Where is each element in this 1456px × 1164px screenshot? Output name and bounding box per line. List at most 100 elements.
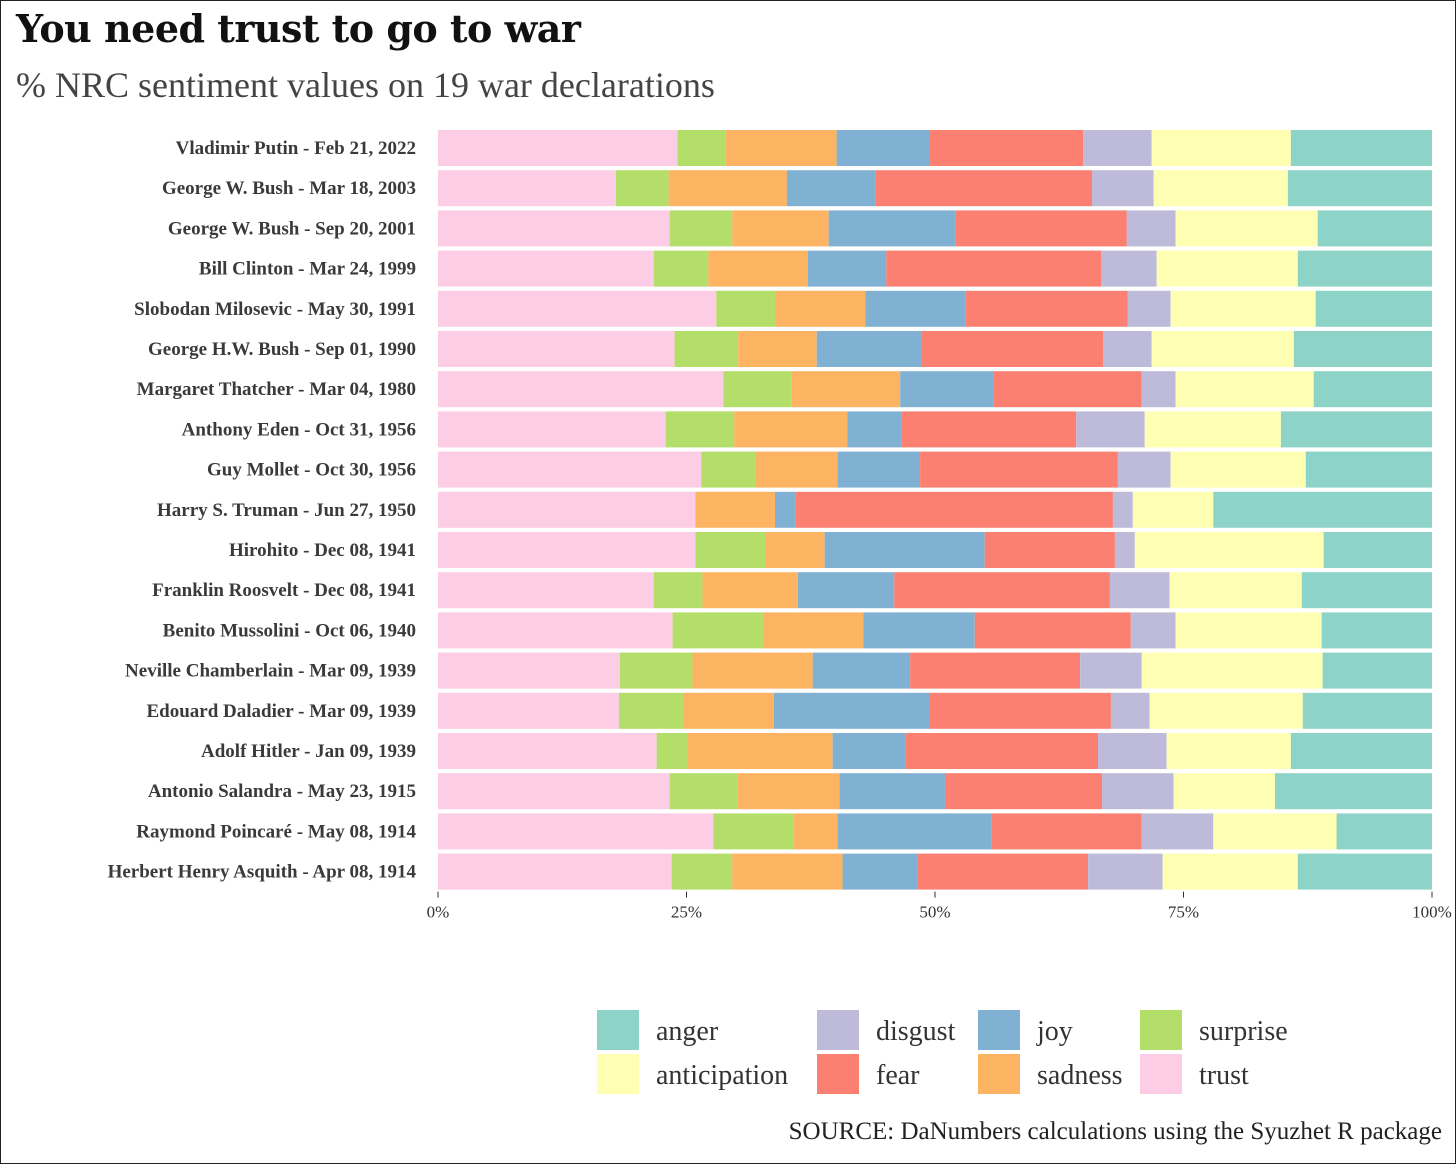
- bar-segment-trust-raymond-poincar-may-08-1914: [438, 813, 714, 850]
- bar-segment-trust-franklin-roosvelt-dec-08-1941: [438, 572, 654, 609]
- legend-swatch-disgust: [817, 1010, 859, 1050]
- bar-segment-surprise-slobodan-milosevic-may-30-1991: [716, 290, 775, 327]
- bar-segment-trust-margaret-thatcher-mar-04-1980: [438, 371, 724, 408]
- bar-segment-anticipation-slobodan-milosevic-may-30-1991: [1170, 290, 1316, 327]
- bar-segment-joy-harry-s-truman-jun-27-1950: [774, 491, 796, 528]
- y-tick-label: Bill Clinton - Mar 24, 1999: [199, 259, 416, 280]
- bar-segment-anger-franklin-roosvelt-dec-08-1941: [1301, 572, 1432, 609]
- legend-swatch-fear: [817, 1054, 859, 1094]
- bar-segment-anticipation-bill-clinton-mar-24-1999: [1156, 250, 1298, 287]
- bar-segment-surprise-edouard-daladier-mar-09-1939: [618, 692, 684, 729]
- bar-segment-joy-george-w-bush-sep-20-2001: [828, 210, 956, 247]
- bar-segment-sadness-benito-mussolini-oct-06-1940: [763, 612, 864, 649]
- bar-segment-fear-benito-mussolini-oct-06-1940: [974, 612, 1131, 649]
- bar-segment-anticipation-george-w-bush-mar-18-2003: [1153, 170, 1288, 207]
- bar-segment-fear-vladimir-putin-feb-21-2022: [930, 130, 1084, 166]
- bar-segment-sadness-bill-clinton-mar-24-1999: [708, 250, 808, 287]
- bar-segment-joy-edouard-daladier-mar-09-1939: [773, 692, 931, 729]
- y-tick-label: Anthony Eden - Oct 31, 1956: [182, 419, 416, 440]
- bar-segment-sadness-guy-mollet-oct-30-1956: [755, 451, 838, 488]
- bar-segment-disgust-antonio-salandra-may-23-1915: [1101, 773, 1174, 810]
- bar-segment-disgust-herbert-henry-asquith-apr-08-1914: [1088, 853, 1163, 890]
- bar-segment-anticipation-benito-mussolini-oct-06-1940: [1175, 612, 1322, 649]
- bar-segment-joy-george-w-bush-mar-18-2003: [786, 170, 876, 207]
- bar-segment-fear-hirohito-dec-08-1941: [984, 532, 1115, 568]
- bar-segment-sadness-harry-s-truman-jun-27-1950: [695, 491, 775, 528]
- bar-segment-disgust-harry-s-truman-jun-27-1950: [1112, 491, 1133, 528]
- bar-segment-sadness-hirohito-dec-08-1941: [766, 532, 825, 568]
- bar-segment-sadness-margaret-thatcher-mar-04-1980: [791, 371, 901, 408]
- y-tick-label: Franklin Roosvelt - Dec 08, 1941: [152, 580, 416, 601]
- legend-label-sadness: sadness: [1037, 1060, 1123, 1091]
- bar-segment-joy-margaret-thatcher-mar-04-1980: [900, 371, 994, 408]
- bar-segment-fear-george-h-w-bush-sep-01-1990: [921, 331, 1103, 367]
- bar-segment-anticipation-adolf-hitler-jan-09-1939: [1166, 733, 1291, 769]
- bar-segment-trust-benito-mussolini-oct-06-1940: [438, 612, 673, 649]
- bar-segment-disgust-bill-clinton-mar-24-1999: [1101, 250, 1157, 287]
- bar-segment-trust-adolf-hitler-jan-09-1939: [438, 733, 657, 769]
- bars-group: [438, 130, 1432, 890]
- x-tick-label: 100%: [1412, 903, 1452, 922]
- bar-segment-anger-margaret-thatcher-mar-04-1980: [1313, 371, 1432, 408]
- bar-segment-fear-edouard-daladier-mar-09-1939: [930, 692, 1111, 729]
- bar-segment-anger-harry-s-truman-jun-27-1950: [1213, 491, 1432, 528]
- bar-segment-sadness-neville-chamberlain-mar-09-1939: [692, 652, 813, 689]
- bar-segment-anticipation-edouard-daladier-mar-09-1939: [1149, 692, 1303, 729]
- y-tick-label: Harry S. Truman - Jun 27, 1950: [157, 500, 416, 521]
- legend-label-anger: anger: [656, 1016, 719, 1047]
- bar-segment-surprise-adolf-hitler-jan-09-1939: [656, 733, 688, 769]
- bar-segment-trust-herbert-henry-asquith-apr-08-1914: [438, 853, 672, 890]
- bar-segment-anticipation-george-h-w-bush-sep-01-1990: [1151, 331, 1294, 367]
- legend-swatch-joy: [978, 1010, 1020, 1050]
- x-tick-label: 75%: [1168, 903, 1199, 922]
- bar-segment-anger-antonio-salandra-may-23-1915: [1274, 773, 1432, 810]
- bar-segment-sadness-george-h-w-bush-sep-01-1990: [738, 331, 817, 367]
- y-tick-label: George W. Bush - Mar 18, 2003: [162, 178, 416, 199]
- bar-segment-surprise-guy-mollet-oct-30-1956: [701, 451, 756, 488]
- bar-segment-anticipation-neville-chamberlain-mar-09-1939: [1141, 652, 1323, 689]
- y-tick-label: Benito Mussolini - Oct 06, 1940: [163, 620, 416, 641]
- y-tick-label: Edouard Daladier - Mar 09, 1939: [146, 701, 416, 722]
- bar-segment-joy-herbert-henry-asquith-apr-08-1914: [842, 853, 918, 890]
- bar-segment-fear-harry-s-truman-jun-27-1950: [795, 491, 1113, 528]
- bar-segment-surprise-george-w-bush-sep-20-2001: [669, 210, 733, 247]
- legend-label-surprise: surprise: [1199, 1016, 1288, 1047]
- bar-segment-joy-franklin-roosvelt-dec-08-1941: [797, 572, 895, 609]
- bar-segment-joy-raymond-poincar-may-08-1914: [837, 813, 992, 850]
- legend-swatch-trust: [1140, 1054, 1182, 1094]
- legend-label-anticipation: anticipation: [656, 1060, 788, 1091]
- bar-segment-disgust-benito-mussolini-oct-06-1940: [1130, 612, 1176, 649]
- bar-segment-anger-vladimir-putin-feb-21-2022: [1290, 130, 1432, 166]
- y-tick-label: Vladimir Putin - Feb 21, 2022: [176, 138, 416, 159]
- bar-segment-trust-hirohito-dec-08-1941: [438, 532, 696, 568]
- x-tick-label: 25%: [671, 903, 702, 922]
- bar-segment-surprise-hirohito-dec-08-1941: [695, 532, 767, 568]
- bar-segment-surprise-raymond-poincar-may-08-1914: [713, 813, 794, 850]
- bar-segment-fear-raymond-poincar-may-08-1914: [991, 813, 1142, 850]
- bar-segment-fear-franklin-roosvelt-dec-08-1941: [894, 572, 1110, 609]
- bar-segment-anticipation-george-w-bush-sep-20-2001: [1175, 210, 1318, 247]
- bar-segment-anticipation-hirohito-dec-08-1941: [1134, 532, 1324, 568]
- bar-segment-joy-bill-clinton-mar-24-1999: [807, 250, 887, 287]
- bar-segment-joy-george-h-w-bush-sep-01-1990: [816, 331, 922, 367]
- bar-segment-sadness-raymond-poincar-may-08-1914: [793, 813, 838, 850]
- bar-segment-anger-hirohito-dec-08-1941: [1323, 532, 1432, 568]
- bar-segment-anger-herbert-henry-asquith-apr-08-1914: [1297, 853, 1432, 890]
- y-tick-label: Neville Chamberlain - Mar 09, 1939: [125, 661, 416, 682]
- bar-segment-fear-slobodan-milosevic-may-30-1991: [965, 290, 1128, 327]
- bar-segment-disgust-anthony-eden-oct-31-1956: [1076, 411, 1145, 448]
- bar-segment-anger-george-w-bush-sep-20-2001: [1317, 210, 1432, 247]
- bar-segment-surprise-bill-clinton-mar-24-1999: [653, 250, 709, 287]
- bar-segment-anticipation-anthony-eden-oct-31-1956: [1144, 411, 1281, 448]
- bar-segment-sadness-edouard-daladier-mar-09-1939: [683, 692, 774, 729]
- bar-segment-anticipation-margaret-thatcher-mar-04-1980: [1175, 371, 1314, 408]
- bar-segment-disgust-adolf-hitler-jan-09-1939: [1098, 733, 1167, 769]
- bar-segment-sadness-vladimir-putin-feb-21-2022: [725, 130, 837, 166]
- bar-segment-trust-anthony-eden-oct-31-1956: [438, 411, 666, 448]
- bar-segment-trust-antonio-salandra-may-23-1915: [438, 773, 670, 810]
- bar-segment-sadness-george-w-bush-mar-18-2003: [668, 170, 787, 207]
- legend-label-joy: joy: [1036, 1016, 1073, 1047]
- bar-segment-anticipation-guy-mollet-oct-30-1956: [1170, 451, 1306, 488]
- bar-segment-surprise-george-w-bush-mar-18-2003: [615, 170, 669, 207]
